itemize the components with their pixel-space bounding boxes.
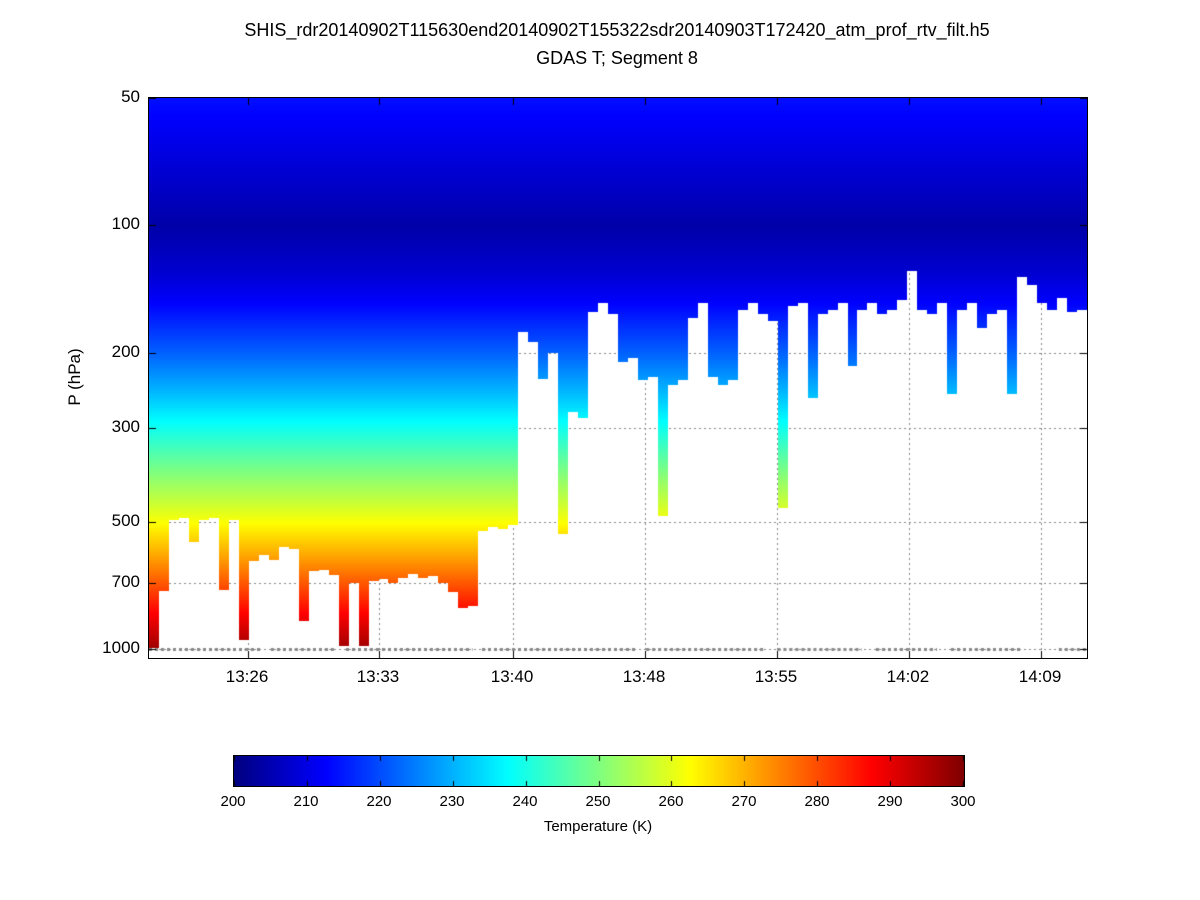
colorbar-tick-label: 300 bbox=[950, 793, 976, 810]
colorbar-tick-label: 240 bbox=[512, 793, 538, 810]
y-tick-label: 200 bbox=[111, 341, 140, 361]
y-tick-label: 100 bbox=[111, 214, 140, 234]
y-tick-label: 50 bbox=[121, 87, 140, 106]
colorbar-gradient-canvas bbox=[234, 756, 964, 786]
x-tick-label: 13:48 bbox=[622, 667, 666, 686]
colorbar-tick-label: 200 bbox=[220, 793, 246, 810]
colorbar-tick-label: 290 bbox=[877, 793, 903, 810]
colorbar bbox=[233, 755, 965, 787]
colorbar-tick-label: 270 bbox=[731, 793, 757, 810]
colorbar-tick-label: 210 bbox=[293, 793, 319, 810]
plot-area bbox=[148, 97, 1088, 659]
y-tick-label: 300 bbox=[111, 416, 140, 436]
plot-subtitle: GDAS T; Segment 8 bbox=[536, 48, 698, 68]
x-tick-label: 13:40 bbox=[490, 667, 534, 686]
x-tick-label: 14:09 bbox=[1018, 667, 1062, 686]
colorbar-label: Temperature (K) bbox=[543, 818, 653, 835]
colorbar-tick-label: 250 bbox=[585, 793, 611, 810]
x-tick-label: 13:33 bbox=[356, 667, 400, 686]
x-tick-label: 14:02 bbox=[886, 667, 930, 686]
x-tick-label: 13:55 bbox=[754, 667, 798, 686]
x-tick-label: 13:26 bbox=[225, 667, 269, 686]
colorbar-tick-label: 280 bbox=[804, 793, 830, 810]
y-tick-label: 500 bbox=[111, 510, 140, 530]
temperature-heatmap-canvas bbox=[149, 98, 1087, 658]
colorbar-tick-label: 220 bbox=[366, 793, 392, 810]
y-tick-label: 700 bbox=[111, 572, 140, 592]
colorbar-tick-label: 260 bbox=[658, 793, 684, 810]
plot-title: SHIS_rdr20140902T115630end20140902T15532… bbox=[244, 20, 990, 40]
colorbar-tick-label: 230 bbox=[439, 793, 465, 810]
y-tick-label: 1000 bbox=[102, 638, 140, 658]
